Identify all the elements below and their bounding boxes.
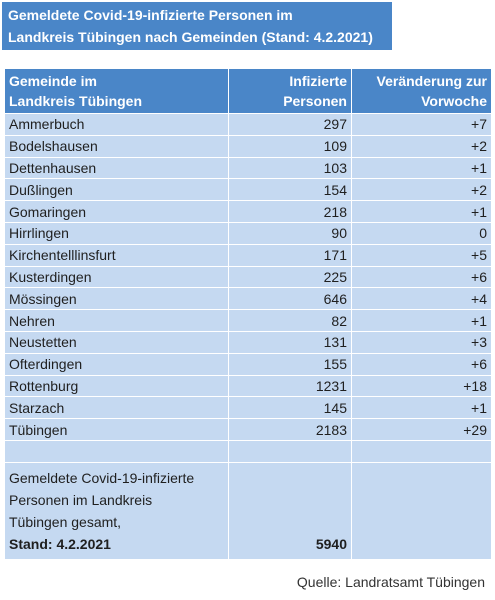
cell-gemeinde: Hirrlingen — [4, 221, 229, 245]
cell-veraenderung: +29 — [351, 418, 492, 441]
document-title: Gemeldete Covid-19-infizierte Personen i… — [2, 2, 392, 50]
cell-veraenderung: +2 — [351, 134, 492, 158]
cell-gemeinde: Neustetten — [4, 330, 229, 354]
cell-veraenderung: 0 — [351, 221, 492, 245]
table-row: Hirrlingen 90 0 — [4, 221, 492, 245]
cell-infizierte: 103 — [228, 156, 352, 180]
header-veraenderung-line2: Vorwoche — [421, 93, 487, 109]
cell-veraenderung: +1 — [351, 200, 492, 223]
total-label-line3: Tübingen gesamt, — [9, 513, 122, 530]
cell-gemeinde: Bodelshausen — [4, 134, 229, 158]
total-label-line2: Personen im Landkreis — [9, 491, 153, 508]
total-label-line4: Stand: 4.2.2021 — [9, 535, 111, 552]
cell-veraenderung: +6 — [351, 265, 492, 289]
header-gemeinde-line2: Landkreis Tübingen — [9, 93, 143, 109]
cell-infizierte: 646 — [228, 287, 352, 311]
total-infizierte: 5940 — [228, 461, 352, 560]
cell-gemeinde: Starzach — [4, 396, 229, 420]
cell-veraenderung: +4 — [351, 287, 492, 311]
table-row: Ammerbuch 297 +7 — [4, 113, 492, 136]
table-row: Neustetten 131 +3 — [4, 330, 492, 354]
cell-gemeinde: Gomaringen — [4, 200, 229, 223]
cell-infizierte: 225 — [228, 265, 352, 289]
cell-infizierte: 145 — [228, 396, 352, 420]
cell-gemeinde: Rottenburg — [4, 374, 229, 398]
cell-gemeinde: Nehren — [4, 309, 229, 332]
table-row: Starzach 145 +1 — [4, 396, 492, 420]
cell-infizierte: 218 — [228, 200, 352, 223]
table-row: Dußlingen 154 +2 — [4, 178, 492, 202]
empty-cell — [351, 439, 492, 463]
cell-infizierte: 171 — [228, 243, 352, 267]
cell-veraenderung: +5 — [351, 243, 492, 267]
header-infizierte-line1: Infizierte — [289, 73, 347, 89]
cell-infizierte: 131 — [228, 330, 352, 354]
cell-veraenderung: +1 — [351, 396, 492, 420]
table-row: Kirchentelllinsfurt 171 +5 — [4, 243, 492, 267]
cell-infizierte: 297 — [228, 113, 352, 136]
cell-veraenderung: +18 — [351, 374, 492, 398]
cell-gemeinde: Kusterdingen — [4, 265, 229, 289]
cell-gemeinde: Tübingen — [4, 418, 229, 441]
header-infizierte: Infizierte Personen — [228, 68, 352, 114]
cell-veraenderung: +3 — [351, 330, 492, 354]
cell-gemeinde: Ammerbuch — [4, 113, 229, 136]
table-row: Dettenhausen 103 +1 — [4, 156, 492, 180]
table-row: Ofterdingen 155 +6 — [4, 352, 492, 376]
total-label: Gemeldete Covid-19-infizierte Personen i… — [4, 461, 229, 560]
cell-gemeinde: Mössingen — [4, 287, 229, 311]
table-row: Bodelshausen 109 +2 — [4, 134, 492, 158]
title-line-1: Gemeldete Covid-19-infizierte Personen i… — [8, 7, 293, 23]
cell-gemeinde: Dettenhausen — [4, 156, 229, 180]
table-row: Nehren 82 +1 — [4, 309, 492, 332]
total-label-line1: Gemeldete Covid-19-infizierte — [9, 469, 195, 486]
header-gemeinde: Gemeinde im Landkreis Tübingen — [4, 68, 229, 114]
source-note: Quelle: Landratsamt Tübingen — [296, 574, 485, 590]
cell-infizierte: 82 — [228, 309, 352, 332]
header-veraenderung: Veränderung zur Vorwoche — [351, 68, 492, 114]
cell-infizierte: 109 — [228, 134, 352, 158]
header-veraenderung-line1: Veränderung zur — [376, 73, 487, 89]
table-row: Tübingen 2183 +29 — [4, 418, 492, 441]
total-row: Gemeldete Covid-19-infizierte Personen i… — [4, 461, 492, 560]
cell-gemeinde: Kirchentelllinsfurt — [4, 243, 229, 267]
cell-veraenderung: +2 — [351, 178, 492, 202]
cell-veraenderung: +1 — [351, 309, 492, 332]
cell-infizierte: 2183 — [228, 418, 352, 441]
table-row: Kusterdingen 225 +6 — [4, 265, 492, 289]
table-header-row: Gemeinde im Landkreis Tübingen Infiziert… — [4, 68, 492, 114]
title-line-2: Landkreis Tübingen nach Gemeinden (Stand… — [8, 29, 373, 45]
table-row: Gomaringen 218 +1 — [4, 200, 492, 223]
cell-gemeinde: Dußlingen — [4, 178, 229, 202]
cell-veraenderung: +6 — [351, 352, 492, 376]
cell-infizierte: 155 — [228, 352, 352, 376]
empty-cell — [228, 439, 352, 463]
cell-veraenderung: +7 — [351, 113, 492, 136]
table-row: Mössingen 646 +4 — [4, 287, 492, 311]
cell-veraenderung: +1 — [351, 156, 492, 180]
total-veraenderung-empty — [351, 461, 492, 560]
cell-gemeinde: Ofterdingen — [4, 352, 229, 376]
infections-table: Gemeinde im Landkreis Tübingen Infiziert… — [4, 68, 492, 560]
cell-infizierte: 154 — [228, 178, 352, 202]
empty-cell — [4, 439, 229, 463]
header-infizierte-line2: Personen — [283, 93, 347, 109]
header-gemeinde-line1: Gemeinde im — [9, 73, 97, 89]
cell-infizierte: 90 — [228, 221, 352, 245]
table-row: Rottenburg 1231 +18 — [4, 374, 492, 398]
cell-infizierte: 1231 — [228, 374, 352, 398]
empty-row — [4, 439, 492, 463]
